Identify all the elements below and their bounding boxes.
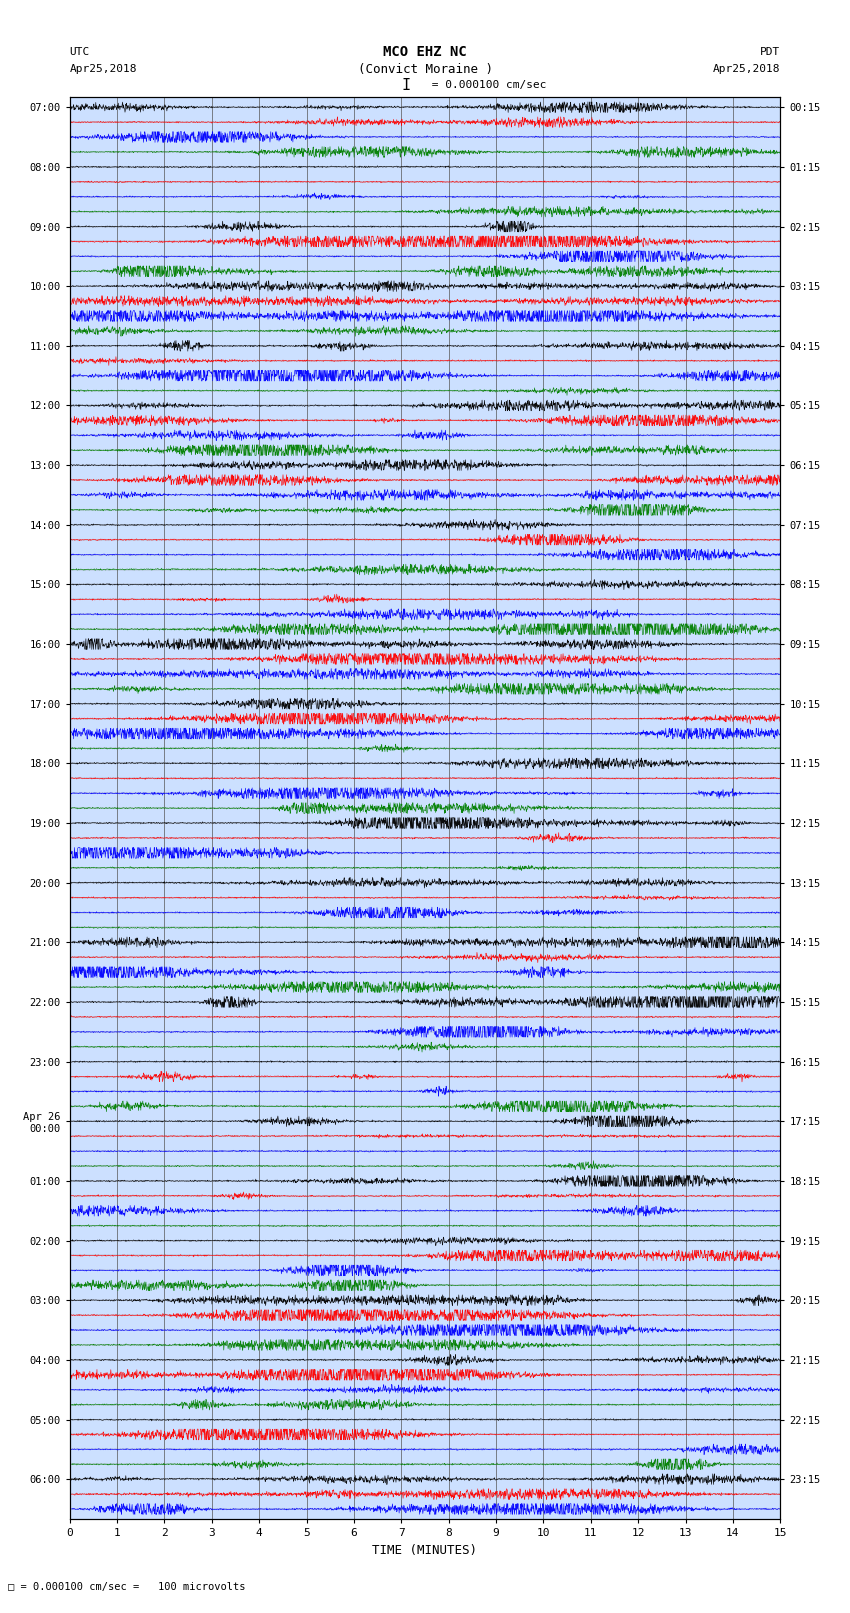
Text: = 0.000100 cm/sec: = 0.000100 cm/sec: [425, 81, 547, 90]
Text: PDT: PDT: [760, 47, 780, 56]
X-axis label: TIME (MINUTES): TIME (MINUTES): [372, 1544, 478, 1557]
Text: Apr25,2018: Apr25,2018: [70, 65, 137, 74]
Text: (Convict Moraine ): (Convict Moraine ): [358, 63, 492, 76]
Text: □ = 0.000100 cm/sec =   100 microvolts: □ = 0.000100 cm/sec = 100 microvolts: [8, 1582, 246, 1592]
Text: MCO EHZ NC: MCO EHZ NC: [383, 45, 467, 58]
Text: UTC: UTC: [70, 47, 90, 56]
Text: I: I: [402, 77, 411, 94]
Text: Apr25,2018: Apr25,2018: [713, 65, 780, 74]
